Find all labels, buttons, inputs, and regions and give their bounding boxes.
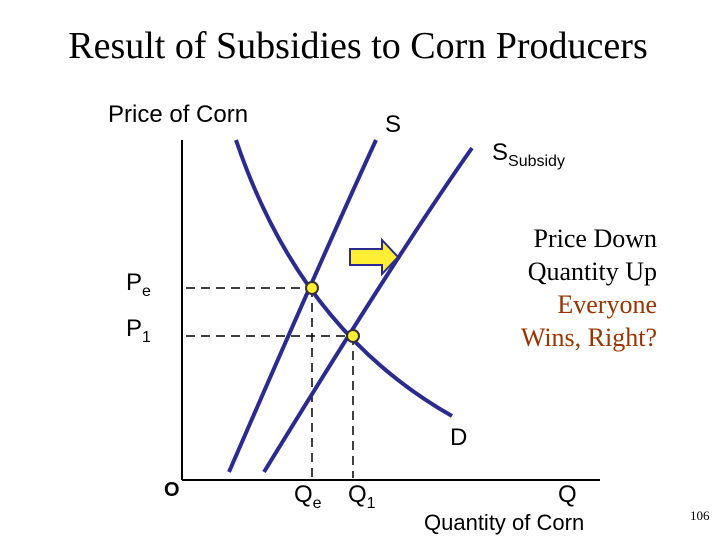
qe-label: Qe bbox=[294, 481, 322, 512]
subsidy-supply-curve bbox=[262, 146, 474, 474]
y-axis-label: Price of Corn bbox=[108, 101, 248, 128]
demand-label: D bbox=[450, 424, 467, 451]
pe-label: Pe bbox=[126, 269, 151, 300]
demand-curve bbox=[234, 139, 453, 418]
x-end-label: Q bbox=[558, 481, 577, 508]
q1-label: Q1 bbox=[348, 481, 376, 512]
label-main: P bbox=[126, 315, 142, 342]
label-sub: 1 bbox=[367, 495, 376, 512]
equilibrium-dot bbox=[346, 329, 360, 343]
label-sub: Subsidy bbox=[508, 153, 565, 170]
subsidy-label: SSubsidy bbox=[492, 139, 565, 170]
note-line: Price Down bbox=[534, 224, 657, 253]
label-main: Q bbox=[294, 481, 313, 508]
label-main: S bbox=[492, 139, 508, 166]
title: Result of Subsidies to Corn Producers bbox=[68, 25, 647, 67]
label-sub: e bbox=[142, 283, 151, 300]
p1-label: P1 bbox=[126, 315, 151, 346]
supply-label: S bbox=[385, 111, 401, 138]
label-main: P bbox=[126, 269, 142, 296]
label-sub: e bbox=[313, 495, 322, 512]
supply-curve bbox=[227, 139, 378, 473]
shift-arrow bbox=[349, 237, 400, 277]
equilibrium-dot bbox=[305, 281, 319, 295]
page-number: 106 bbox=[690, 508, 710, 523]
label-main: Q bbox=[348, 481, 367, 508]
note-line: Everyone bbox=[557, 290, 657, 319]
label-sub: 1 bbox=[142, 329, 151, 346]
note-line: Wins, Right? bbox=[521, 323, 657, 352]
note-line: Quantity Up bbox=[528, 257, 657, 286]
origin-label: O bbox=[164, 479, 180, 501]
x-axis-label: Quantity of Corn bbox=[424, 510, 584, 535]
